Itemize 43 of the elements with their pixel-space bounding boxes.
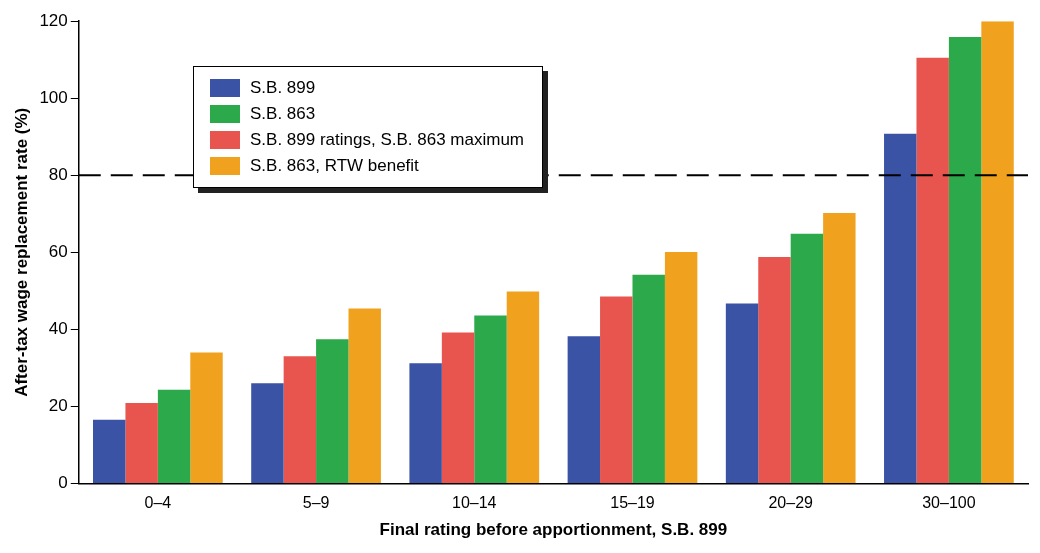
bar <box>884 133 917 483</box>
bar <box>758 256 791 483</box>
bar <box>125 402 158 483</box>
bar <box>600 296 633 483</box>
bar <box>916 57 949 483</box>
bar <box>823 213 856 483</box>
bar <box>725 303 759 483</box>
x-tick-label: 30–100 <box>922 494 976 512</box>
x-tick-label: 5–9 <box>302 494 330 512</box>
bar <box>506 291 540 483</box>
bar <box>409 363 442 483</box>
bar <box>251 383 284 483</box>
x-tick-label: 10–14 <box>452 494 497 512</box>
legend-label: S.B. 863, RTW benefit <box>250 156 419 176</box>
y-tick-label: 40 <box>48 319 68 339</box>
bar <box>790 233 824 483</box>
bar <box>474 315 507 483</box>
bar <box>93 419 126 483</box>
bar <box>664 251 698 483</box>
x-axis-title: Final rating before apportionment, S.B. 899 <box>379 520 728 540</box>
x-tick-label: 20–29 <box>768 494 814 512</box>
y-tick-label: 60 <box>48 241 68 261</box>
bar <box>632 274 665 483</box>
y-tick-label: 120 <box>39 10 68 30</box>
y-axis-title: After-tax wage replacement rate (%) <box>11 107 31 397</box>
bar <box>441 332 475 483</box>
bar <box>157 389 191 483</box>
bar <box>190 352 223 483</box>
y-tick-label: 100 <box>39 87 68 107</box>
bar <box>948 36 982 483</box>
legend-label: S.B. 863 <box>250 104 316 124</box>
y-tick-label: 0 <box>58 473 68 493</box>
bar <box>567 336 601 483</box>
y-tick-label: 80 <box>48 164 68 184</box>
bar <box>316 339 349 483</box>
legend-label: S.B. 899 ratings, S.B. 863 maximum <box>250 130 525 150</box>
y-tick-label: 20 <box>48 396 68 416</box>
legend-label: S.B. 899 <box>250 78 316 98</box>
bar <box>283 356 317 483</box>
bar <box>981 21 1014 483</box>
x-tick-label: 15–19 <box>610 494 655 512</box>
bar <box>348 308 381 483</box>
x-tick-label: 0–4 <box>144 494 172 512</box>
